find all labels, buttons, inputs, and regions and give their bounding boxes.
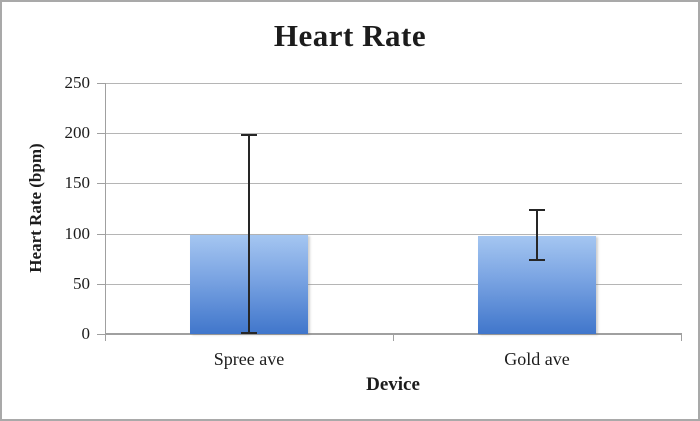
- error-bar-cap-bottom: [529, 259, 545, 261]
- error-bar-cap-top: [529, 209, 545, 211]
- x-axis-line: [105, 333, 682, 335]
- x-axis-tick: [105, 335, 106, 341]
- gridline: [105, 234, 682, 235]
- y-axis-tick: [97, 183, 105, 184]
- y-tick-label: 0: [81, 324, 91, 343]
- y-axis-tick: [97, 83, 105, 84]
- gridline: [105, 183, 682, 184]
- y-axis-tick: [97, 334, 105, 335]
- x-axis-tick: [681, 335, 682, 341]
- error-bar-line: [248, 135, 250, 333]
- y-tick-label: 250: [64, 73, 91, 92]
- gridline: [105, 83, 682, 84]
- x-tick-label: Spree ave: [213, 349, 285, 369]
- y-axis-tick: [97, 234, 105, 235]
- error-bar-cap-bottom: [241, 332, 257, 334]
- y-axis-tick: [97, 284, 105, 285]
- y-tick-label: 100: [64, 224, 91, 243]
- y-axis-title: Heart Rate (bpm): [26, 143, 45, 273]
- error-bar-cap-top: [241, 134, 257, 136]
- gridline: [105, 133, 682, 134]
- y-tick-label: 50: [73, 274, 90, 293]
- gridline: [105, 284, 682, 285]
- y-axis-tick: [97, 133, 105, 134]
- y-axis-line: [105, 83, 106, 334]
- x-axis-title: Device: [366, 374, 420, 395]
- x-tick-label: Gold ave: [504, 349, 570, 369]
- error-bar-line: [536, 210, 538, 260]
- x-axis-tick: [393, 335, 394, 341]
- y-tick-label: 150: [64, 173, 91, 192]
- y-tick-label: 200: [64, 123, 91, 142]
- chart-title: Heart Rate: [273, 18, 427, 53]
